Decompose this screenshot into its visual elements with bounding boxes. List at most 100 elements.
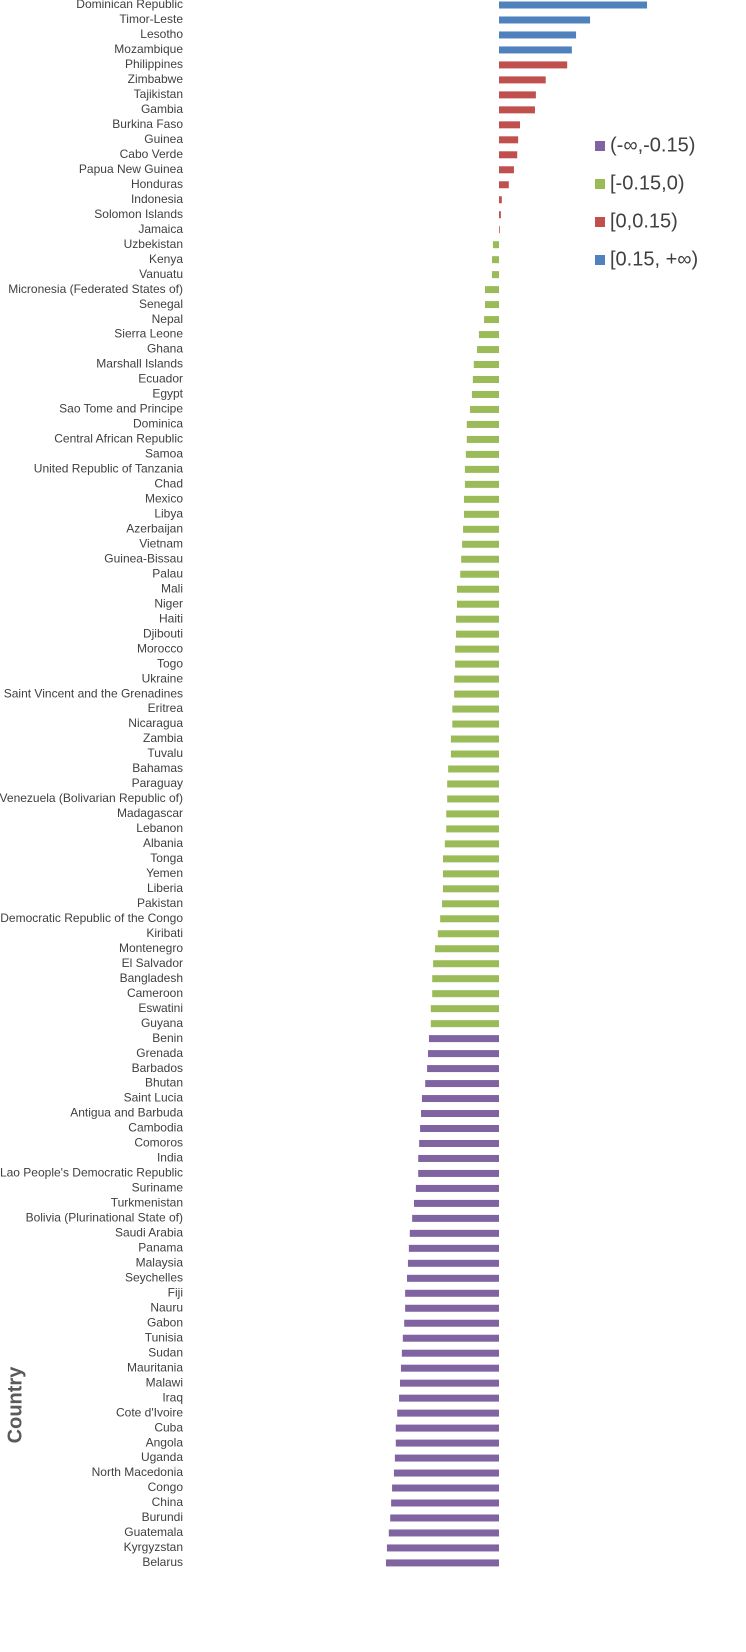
- y-tick-label: Lebanon: [136, 821, 183, 835]
- legend-label: (-∞,-0.15): [610, 134, 695, 156]
- bar: [432, 975, 499, 983]
- bar: [466, 420, 499, 428]
- bar: [472, 376, 499, 383]
- legend-swatch: [595, 141, 605, 151]
- y-tick-label: Liberia: [147, 881, 183, 895]
- bar: [399, 1394, 499, 1402]
- y-tick-label: Bahamas: [132, 761, 183, 775]
- bar: [499, 196, 502, 204]
- y-tick-label: Benin: [152, 1031, 183, 1045]
- bar: [442, 885, 499, 893]
- bar: [499, 46, 572, 54]
- y-tick-label: Pakistan: [137, 896, 183, 910]
- y-tick-label: Tuvalu: [147, 746, 183, 760]
- y-tick-label: Barbados: [132, 1061, 183, 1075]
- bar: [499, 76, 546, 84]
- y-tick-label: Uganda: [141, 1450, 183, 1464]
- y-tick-label: Kyrgyzstan: [124, 1540, 183, 1554]
- axis-title: Country: [4, 1366, 26, 1444]
- bar: [412, 1214, 499, 1222]
- bar: [464, 480, 499, 488]
- y-tick-label: Suriname: [132, 1181, 184, 1195]
- bar: [437, 930, 499, 938]
- y-tick-label: Guyana: [141, 1016, 183, 1030]
- y-tick-label: Cuba: [154, 1420, 183, 1434]
- bar: [414, 1199, 499, 1207]
- bar: [499, 121, 521, 129]
- y-tick-label: Venezuela (Bolivarian Republic of): [0, 791, 183, 805]
- bar: [499, 91, 536, 99]
- y-tick-label: Togo: [157, 656, 183, 670]
- bar: [421, 1110, 499, 1118]
- legend-label: [-0.15,0): [610, 172, 684, 194]
- bar: [499, 136, 519, 144]
- bar: [432, 990, 499, 998]
- bar: [446, 825, 499, 833]
- y-tick-label: Congo: [148, 1480, 184, 1494]
- bar: [464, 465, 499, 473]
- y-tick-label: Madagascar: [117, 806, 183, 820]
- bar: [405, 1304, 499, 1312]
- y-tick-label: Malawi: [146, 1375, 183, 1389]
- y-tick-label: Antigua and Barbuda: [70, 1106, 183, 1120]
- bar: [463, 510, 499, 518]
- y-tick-label: Chad: [154, 477, 183, 491]
- y-tick-label: Bangladesh: [120, 971, 183, 985]
- bar: [421, 1095, 499, 1103]
- y-tick-label: United Republic of Tanzania: [34, 462, 184, 476]
- y-tick-label: Sudan: [148, 1345, 183, 1359]
- bar: [484, 316, 499, 324]
- bar: [499, 151, 518, 159]
- bar: [394, 1454, 499, 1462]
- y-tick-label: Djibouti: [143, 626, 183, 640]
- y-tick-label: Angola: [146, 1435, 184, 1449]
- y-tick-label: Central African Republic: [54, 432, 183, 446]
- y-tick-label: Saudi Arabia: [115, 1226, 183, 1240]
- bar: [399, 1379, 499, 1387]
- bar: [395, 1424, 499, 1432]
- bar: [397, 1409, 499, 1417]
- bar: [499, 1, 648, 9]
- bar: [390, 1514, 499, 1522]
- bar: [393, 1469, 499, 1477]
- bar: [405, 1289, 499, 1297]
- y-tick-label: Cambodia: [128, 1121, 183, 1135]
- bar: [484, 301, 499, 309]
- y-tick-label: Dominica: [133, 417, 183, 431]
- y-tick-label: Gambia: [141, 102, 183, 116]
- bar: [491, 256, 499, 264]
- bar: [446, 810, 499, 818]
- y-tick-label: Honduras: [131, 177, 183, 191]
- y-tick-label: Sierra Leone: [114, 327, 183, 341]
- bar: [428, 1035, 499, 1043]
- bar: [454, 690, 499, 698]
- bar: [448, 765, 499, 773]
- y-tick-label: Palau: [152, 566, 183, 580]
- legend-label: [0.15, +∞): [610, 248, 698, 270]
- y-tick-label: Zimbabwe: [128, 72, 184, 86]
- bar: [404, 1319, 499, 1327]
- legend-swatch: [595, 179, 605, 189]
- y-tick-label: Yemen: [146, 866, 183, 880]
- y-tick-label: Zambia: [143, 731, 183, 745]
- y-tick-label: Comoros: [134, 1136, 183, 1150]
- y-tick-label: Morocco: [137, 641, 183, 655]
- bar: [499, 211, 501, 219]
- y-tick-label: Vanuatu: [139, 267, 183, 281]
- y-tick-label: Senegal: [139, 297, 183, 311]
- y-tick-label: Belarus: [142, 1555, 183, 1569]
- y-tick-label: Eswatini: [138, 1001, 183, 1015]
- y-tick-label: Albania: [143, 836, 183, 850]
- bar: [415, 1184, 499, 1192]
- y-tick-label: Vietnam: [139, 536, 183, 550]
- bar: [463, 525, 499, 533]
- y-tick-label: Lesotho: [140, 27, 183, 41]
- bar: [473, 361, 499, 369]
- y-tick-label: Guinea: [144, 132, 183, 146]
- bar: [388, 1529, 499, 1537]
- y-tick-label: Marshall Islands: [96, 357, 183, 371]
- bar: [447, 795, 499, 803]
- bar: [499, 31, 577, 39]
- bar: [392, 1484, 499, 1492]
- y-tick-label: Burundi: [142, 1510, 183, 1524]
